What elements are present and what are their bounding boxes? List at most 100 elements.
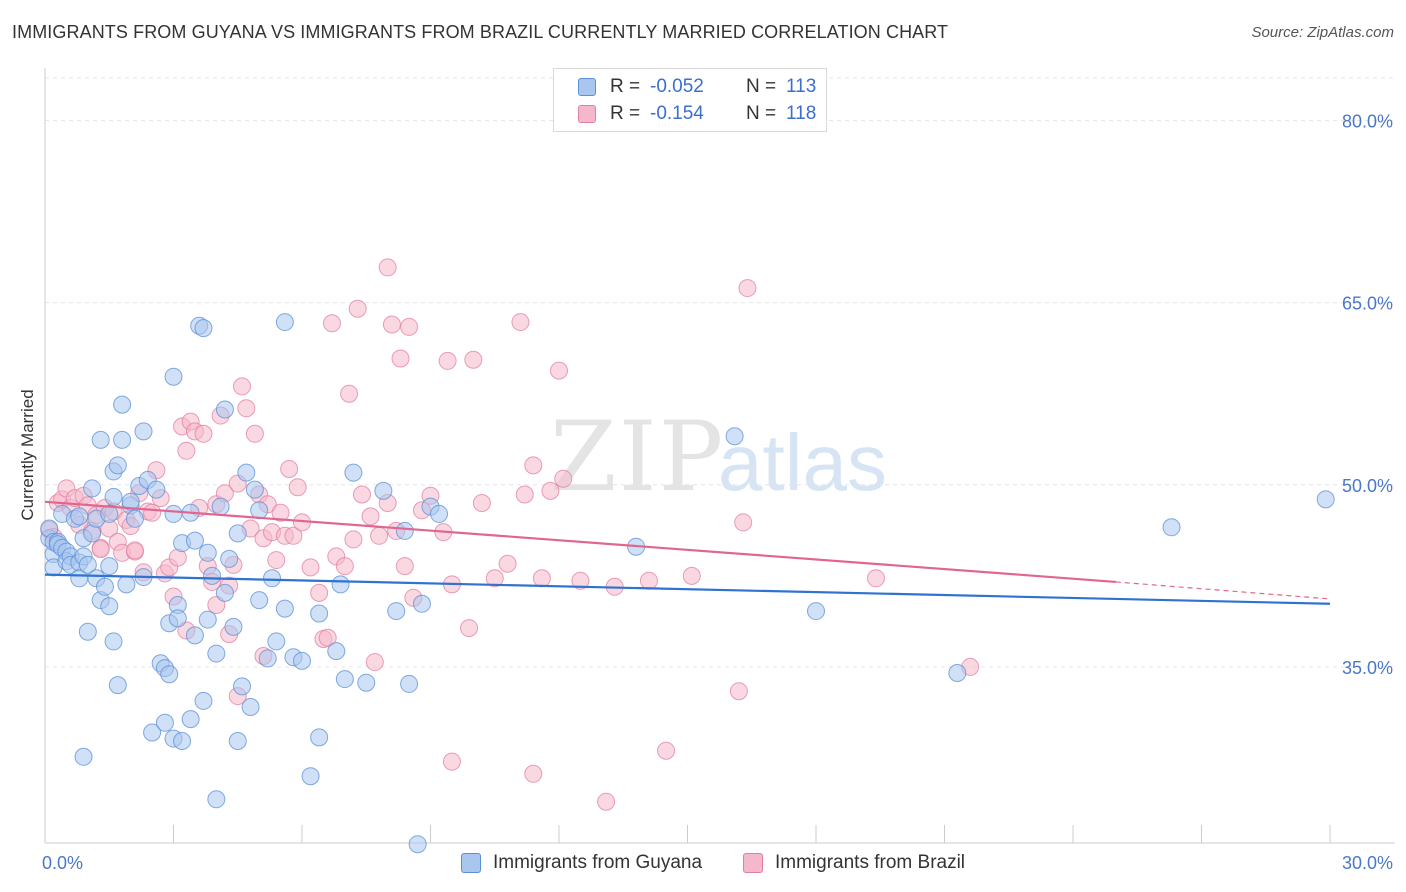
guyana-point [400,674,419,693]
guyana-point [185,626,204,645]
brazil-point [365,653,384,672]
brazil-trend-extension [1115,581,1331,600]
guyana-point [310,728,329,747]
brazil-point [378,258,397,277]
guyana-point [275,599,294,618]
watermark-atlas: atlas [718,418,887,507]
brazil-point [866,569,885,588]
brazil-point [734,513,753,532]
guyana-point [237,463,256,482]
axes-layer: 35.0% 50.0% 65.0% 80.0% 0.0% 30.0% [42,68,1395,873]
x-tick-label-max: 30.0% [1342,853,1393,873]
guyana-point [233,677,252,696]
y-tick-label: 35.0% [1342,658,1393,678]
brazil-point [340,384,359,403]
n-value: 118 [786,103,817,124]
n-value: 113 [786,76,817,97]
points-layer [40,258,1335,854]
brazil-point [532,569,551,588]
guyana-point [70,507,89,526]
brazil-point [395,557,414,576]
brazil-point [485,569,504,588]
brazil-point [498,554,517,573]
guyana-point [198,610,217,629]
brazil-point [682,566,701,585]
guyana-point [725,427,744,446]
brazil-point [550,361,568,380]
guyana-point [263,569,282,588]
guyana-point [117,575,136,594]
guyana-point [164,367,183,386]
guyana-point [357,673,376,692]
guyana-point [155,713,174,732]
guyana-point [293,651,311,670]
x-tick-label-min: 0.0% [42,853,83,873]
guyana-point [807,602,825,621]
brazil-point [280,460,299,478]
brazil-point [233,377,252,396]
guyana-point [168,609,187,628]
legend-item-guyana: Immigrants from Guyana [461,852,702,874]
guyana-point [104,632,123,651]
guyana-point [108,456,127,475]
guyana-point [250,501,269,520]
brazil-point [442,752,461,771]
guyana-point [327,642,346,661]
brazil-point [511,313,530,332]
brazil-point [335,557,354,576]
legend-item-brazil: Immigrants from Brazil [743,852,965,874]
guyana-point [143,723,162,742]
brazil-point [177,441,196,460]
brazil-point [460,619,479,638]
guyana-point [250,591,269,610]
guyana-point [395,521,414,540]
guyana-point [207,644,226,663]
guyana-point [181,710,200,729]
guyana-point [224,617,243,636]
brazil-point [541,481,560,500]
guyana-point [147,480,166,499]
brazil-point [284,526,303,545]
guyana-point [91,430,110,449]
y-tick-label: 80.0% [1342,112,1393,132]
y-axis-label: Currently Married [18,389,37,520]
guyana-point [948,664,967,682]
guyana-point [301,767,320,786]
brazil-point [464,350,483,369]
brazil-point [310,583,329,602]
brazil-point [237,399,256,418]
guyana-point [374,481,393,500]
r-value: -0.154 [650,103,704,124]
brazil-point [391,349,410,368]
guyana-point [430,504,449,523]
r-label: R = [610,76,641,97]
chart-title: IMMIGRANTS FROM GUYANA VS IMMIGRANTS FRO… [12,22,949,42]
brazil-point [382,315,401,334]
brazil-point [288,478,307,497]
guyana-point [108,676,127,695]
guyana-point [113,430,132,449]
brazil-point [472,494,491,512]
brazil-point [639,571,658,590]
correlation-legend: R = -0.052 N = 113 R = -0.154 N = 118 [553,68,827,132]
guyana-point [113,395,132,414]
brazil-point [554,469,573,488]
series-legend: Immigrants from Guyana Immigrants from B… [0,852,1406,878]
brazil-point [729,682,748,701]
brazil-point [322,314,341,333]
guyana-point [74,747,93,766]
guyana-point [335,670,354,689]
guyana-point [194,691,213,710]
guyana-legend-swatch [461,853,481,873]
legend-label-brazil: Immigrants from Brazil [775,852,966,873]
legend-label-guyana: Immigrants from Guyana [493,852,703,873]
guyana-point [95,577,114,596]
guyana-point [194,319,213,338]
n-label: N = [746,103,777,124]
brazil-point [352,485,371,504]
guyana-point [344,463,363,482]
guyana-point [185,531,204,550]
brazil-trend-line [44,500,1116,584]
guyana-point [387,602,406,621]
legend-row-guyana: R = -0.052 N = 113 [578,75,816,99]
